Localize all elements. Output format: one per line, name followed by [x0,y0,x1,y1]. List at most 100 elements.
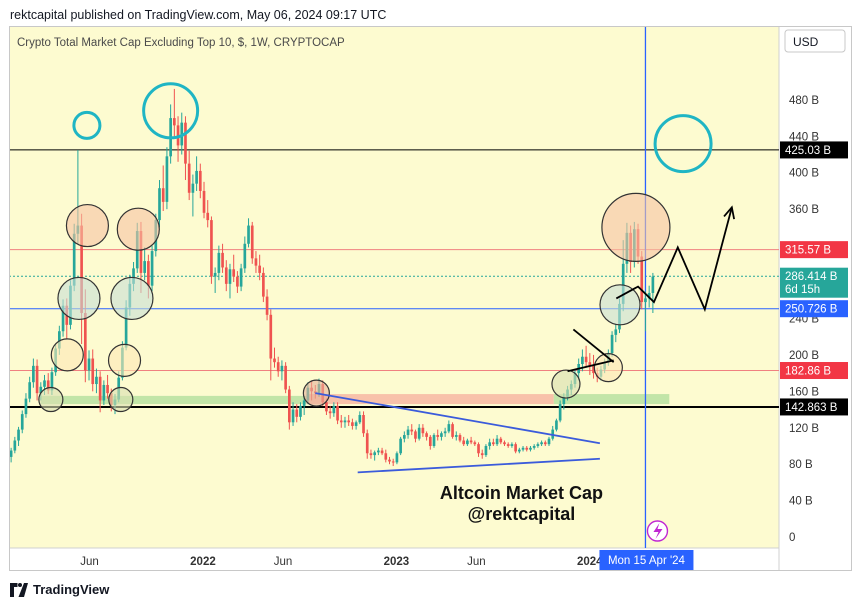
candle-body [43,380,46,387]
candle-body [488,442,491,446]
candle-body [647,292,651,299]
cursor-date-label: Mon 15 Apr '24 [599,550,694,570]
candle-body [466,440,469,445]
candle-body [495,438,499,445]
candle-body [58,331,61,349]
candle-body [273,358,276,363]
candle-body [447,424,451,432]
candle-body [492,442,495,445]
highlight-circle [57,276,101,321]
candle-body [336,405,339,421]
candle-body [354,422,358,426]
candle-body [210,220,213,277]
candle-body [288,389,291,423]
candle-body [17,429,20,441]
candle-body [258,265,261,273]
candle-body [428,436,432,446]
candle-body [369,453,373,456]
candle-body [202,190,206,213]
y-tick-label: 40 B [789,496,813,508]
price-label-bg [780,300,848,318]
highlight-circle [72,110,102,140]
candle-body [469,440,473,443]
highlight-circle [65,203,110,248]
candle-body [228,269,232,284]
candle-body [291,409,295,423]
candle-body [165,156,169,202]
candle-body [384,453,388,460]
candle-body [536,444,540,446]
candle-body [425,433,428,437]
candle-body [454,435,458,437]
candle-body [588,362,592,366]
candle-body [562,396,566,405]
candle-body [651,276,655,293]
candle-body [555,420,558,430]
candle-body [91,358,95,385]
candle-body [61,305,65,332]
candle-body [132,268,135,284]
candle-body [39,386,43,394]
candle-body [328,411,332,414]
plot-layer: Altcoin Market Cap@rektcapital [9,26,779,548]
candle-body [351,422,354,426]
candle-body [451,424,454,437]
candle-body [221,252,224,268]
candle-body [83,313,87,371]
candle-body [484,445,488,456]
candle-body [499,438,503,443]
price-label-bg [780,362,848,380]
candle-body [581,356,584,365]
candle-body [206,212,210,221]
x-tick-label: Jun [80,556,99,568]
price-label-text: 315.57 B [785,245,831,257]
candle-body [343,420,347,423]
candle-body [614,329,618,335]
candle-body [98,376,102,401]
candle-body [510,444,514,446]
candle-body [458,435,462,441]
candle-body [35,365,39,394]
candle-body [473,442,477,445]
candle-body [254,258,258,266]
candle-body [46,380,50,391]
y-tick-label: 200 B [789,350,819,362]
candle-body [150,251,154,286]
candle-body [395,453,399,463]
candle-body [388,459,391,462]
candle-body [365,433,369,454]
zone-2 [553,394,670,405]
highlight-circle [593,353,623,383]
candle-body [9,450,13,457]
candle-body [161,188,165,202]
price-label-bg [780,267,848,298]
candle-body [640,256,644,303]
tradingview-brand[interactable]: TradingView [10,582,109,597]
price-label-text: 250.726 B [785,304,838,316]
candle-body [325,402,328,412]
highlight-circle [142,82,200,140]
x-tick-label: 2023 [384,556,410,568]
currency-button[interactable]: USD [784,29,846,53]
candle-body [540,442,543,445]
price-label-text: 425.03 B [785,145,831,157]
candle-body [525,447,529,450]
candle-body [276,362,280,372]
highlight-circle [599,284,641,326]
cursor-date-text: Mon 15 Apr '24 [608,555,686,567]
currency-button-frame [784,29,846,53]
candle-body [236,276,239,287]
candle-body [184,122,187,164]
y-tick-label: 400 B [789,168,819,180]
candle-body [139,231,143,273]
highlight-circle [110,276,154,321]
candle-body [436,435,440,437]
candle-body [299,405,302,417]
candle-body [80,225,83,314]
price-label-bg [780,141,848,159]
price-label: 142.863 B [780,398,848,416]
price-label: 250.726 B [780,300,848,318]
candle-body [406,429,410,436]
candle-body [532,445,536,448]
